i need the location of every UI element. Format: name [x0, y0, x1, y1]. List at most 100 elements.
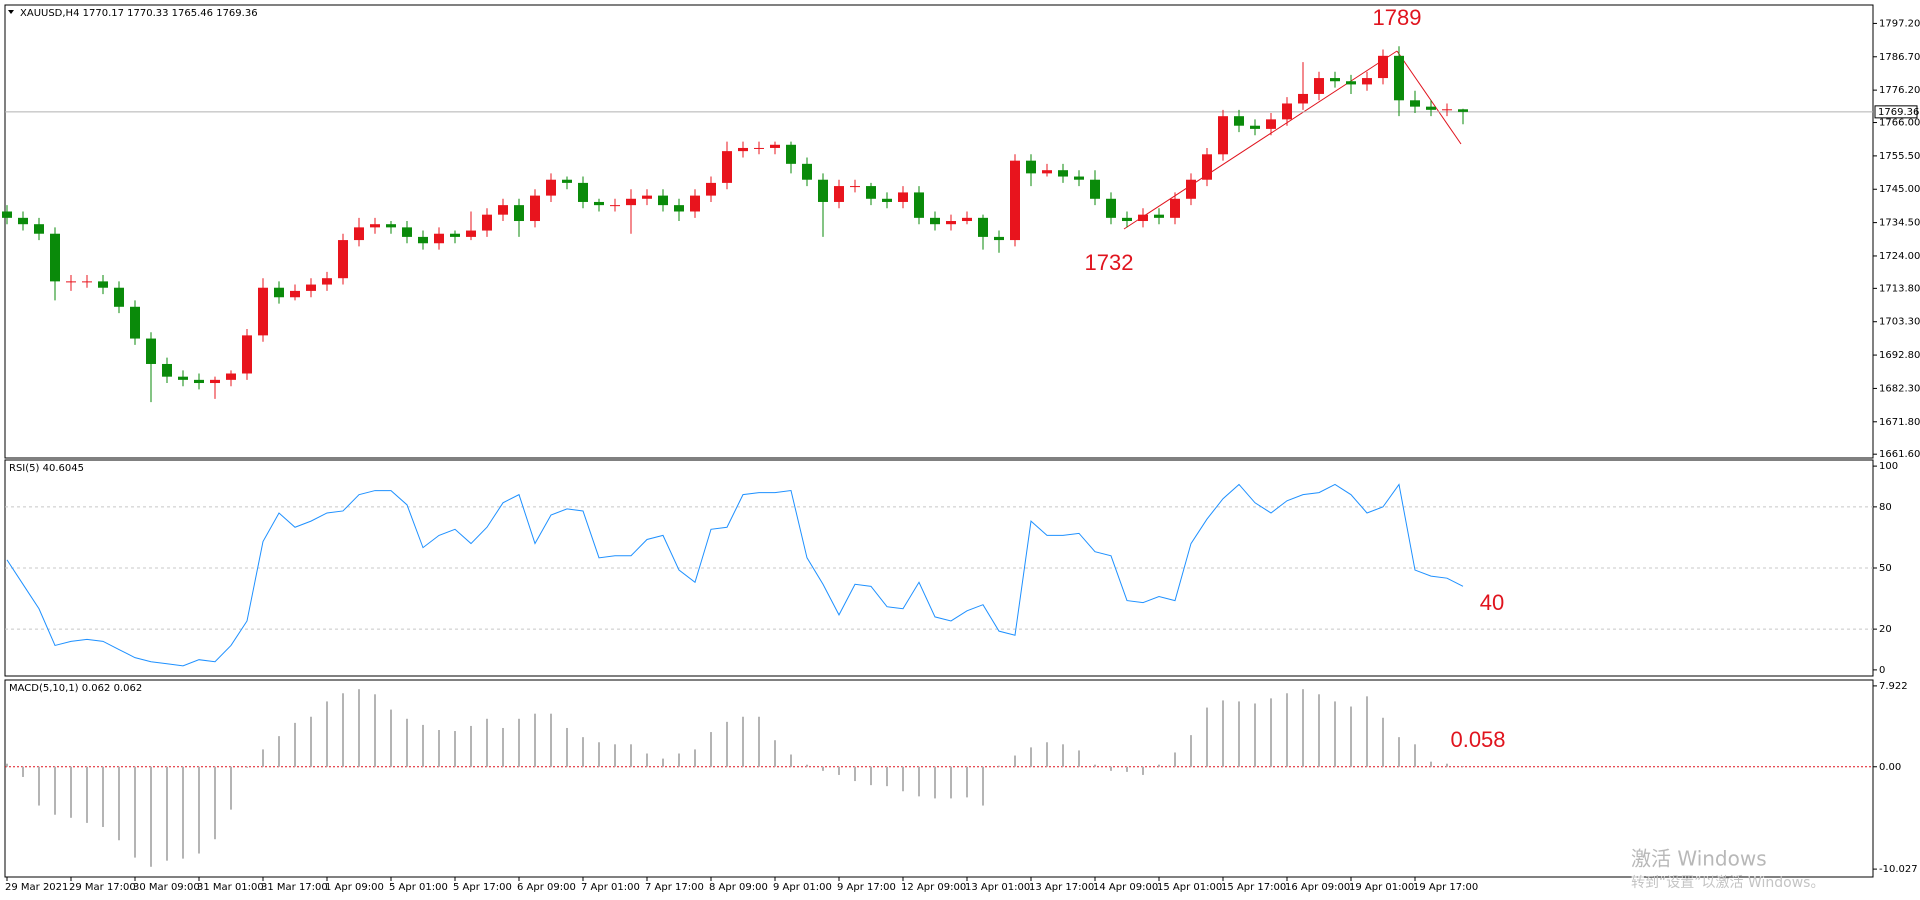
candle-body: [610, 205, 620, 207]
watermark: 转到“设置”以激活 Windows。: [1631, 874, 1824, 891]
candle-body: [306, 284, 316, 291]
candle-body: [962, 217, 972, 222]
candle-body: [354, 227, 364, 241]
candle-body: [194, 379, 204, 384]
menu-triangle: [8, 10, 14, 14]
candle-body: [1186, 179, 1196, 199]
candle-body: [1410, 100, 1420, 107]
candle-body: [434, 233, 444, 244]
candle-body: [722, 151, 732, 183]
candle-body: [1426, 106, 1436, 110]
x-tick-label: 15 Apr 17:00: [1221, 882, 1286, 893]
candle-body: [274, 287, 284, 298]
rsi-line: [6, 483, 1464, 667]
y-tick-label: 100: [1879, 461, 1898, 472]
y-tick-label: 1734.50: [1879, 218, 1920, 229]
candle-body: [1330, 78, 1340, 82]
x-tick-label: 16 Apr 09:00: [1285, 882, 1350, 893]
y-tick-label: 1703.30: [1879, 317, 1920, 328]
candle-body: [626, 198, 636, 206]
candle-body: [2, 211, 12, 218]
y-tick-label: 1724.00: [1879, 251, 1920, 262]
price-panel: [4, 4, 1874, 459]
candle-body: [1074, 176, 1084, 180]
y-tick-label: 1786.70: [1879, 52, 1920, 63]
candle-body: [1298, 93, 1308, 104]
candle-body: [18, 217, 28, 225]
candle-body: [946, 221, 956, 225]
candle-body: [1170, 198, 1180, 218]
y-tick-label: 7.922: [1879, 681, 1908, 692]
candle-body: [882, 198, 892, 202]
candle-body: [82, 281, 92, 283]
y-tick-label: 1745.00: [1879, 184, 1920, 195]
macd-panel: [4, 679, 1874, 878]
x-tick-label: 29 Mar 2021: [5, 882, 68, 893]
y-tick-label: 0: [1879, 665, 1885, 676]
x-tick-label: 13 Apr 17:00: [1029, 882, 1094, 893]
candle-body: [226, 373, 236, 380]
annotation: 1789: [1373, 5, 1422, 30]
candle-body: [1058, 170, 1068, 177]
candle-body: [898, 192, 908, 202]
x-tick-label: 7 Apr 01:00: [581, 882, 640, 893]
candle-body: [178, 376, 188, 380]
candle-body: [1122, 217, 1132, 222]
x-tick-label: 7 Apr 17:00: [645, 882, 704, 893]
candle-body: [1218, 116, 1228, 155]
candle-body: [1442, 109, 1452, 111]
candle-body: [1202, 154, 1212, 180]
y-tick-label: 1671.80: [1879, 417, 1920, 428]
x-tick-label: 19 Apr 17:00: [1413, 882, 1478, 893]
candle-body: [402, 227, 412, 237]
rsi-panel: [4, 459, 1874, 677]
candle-body: [1394, 55, 1404, 101]
candle-body: [770, 144, 780, 148]
x-tick-label: 5 Apr 01:00: [389, 882, 448, 893]
candle-body: [514, 205, 524, 222]
candle-body: [258, 287, 268, 336]
candle-body: [1266, 119, 1276, 129]
candle-body: [930, 217, 940, 225]
x-tick-label: 6 Apr 09:00: [517, 882, 576, 893]
y-tick-label: 50: [1879, 563, 1892, 574]
candle-body: [546, 179, 556, 196]
x-tick-label: 8 Apr 09:00: [709, 882, 768, 893]
candle-body: [338, 240, 348, 279]
candle-body: [1090, 179, 1100, 199]
y-tick-label: 0.00: [1879, 762, 1901, 773]
annotation: 0.058: [1450, 727, 1505, 752]
candle-body: [1010, 160, 1020, 241]
candle-body: [642, 195, 652, 199]
x-tick-label: 31 Mar 17:00: [261, 882, 328, 893]
rsi-title: RSI(5) 40.6045: [9, 463, 84, 474]
candle-body: [418, 236, 428, 244]
candle-body: [658, 195, 668, 206]
candle-body: [1138, 214, 1148, 222]
candle-body: [1458, 109, 1468, 112]
candle-body: [1234, 116, 1244, 126]
x-tick-label: 15 Apr 01:00: [1157, 882, 1222, 893]
candle-body: [594, 201, 604, 206]
candle-body: [34, 224, 44, 234]
x-tick-label: 31 Mar 01:00: [197, 882, 264, 893]
y-tick-label: 1682.30: [1879, 383, 1920, 394]
y-tick-label: 1797.20: [1879, 18, 1920, 29]
candle-body: [130, 306, 140, 339]
candle-body: [994, 236, 1004, 241]
y-tick-label: 80: [1879, 502, 1892, 513]
candle-body: [1042, 170, 1052, 174]
candle-body: [578, 182, 588, 202]
annotation: 1732: [1085, 250, 1134, 275]
candle-body: [1362, 78, 1372, 85]
candle-body: [866, 186, 876, 199]
trend-line: [1396, 50, 1462, 145]
candle-body: [1378, 55, 1388, 79]
chart-title: XAUUSD,H4 1770.17 1770.33 1765.46 1769.3…: [20, 8, 258, 19]
trend-line: [1123, 50, 1398, 230]
candle-body: [674, 205, 684, 212]
y-tick-label: 1713.80: [1879, 283, 1920, 294]
y-tick-label: 1692.80: [1879, 350, 1920, 361]
x-tick-label: 9 Apr 17:00: [837, 882, 896, 893]
